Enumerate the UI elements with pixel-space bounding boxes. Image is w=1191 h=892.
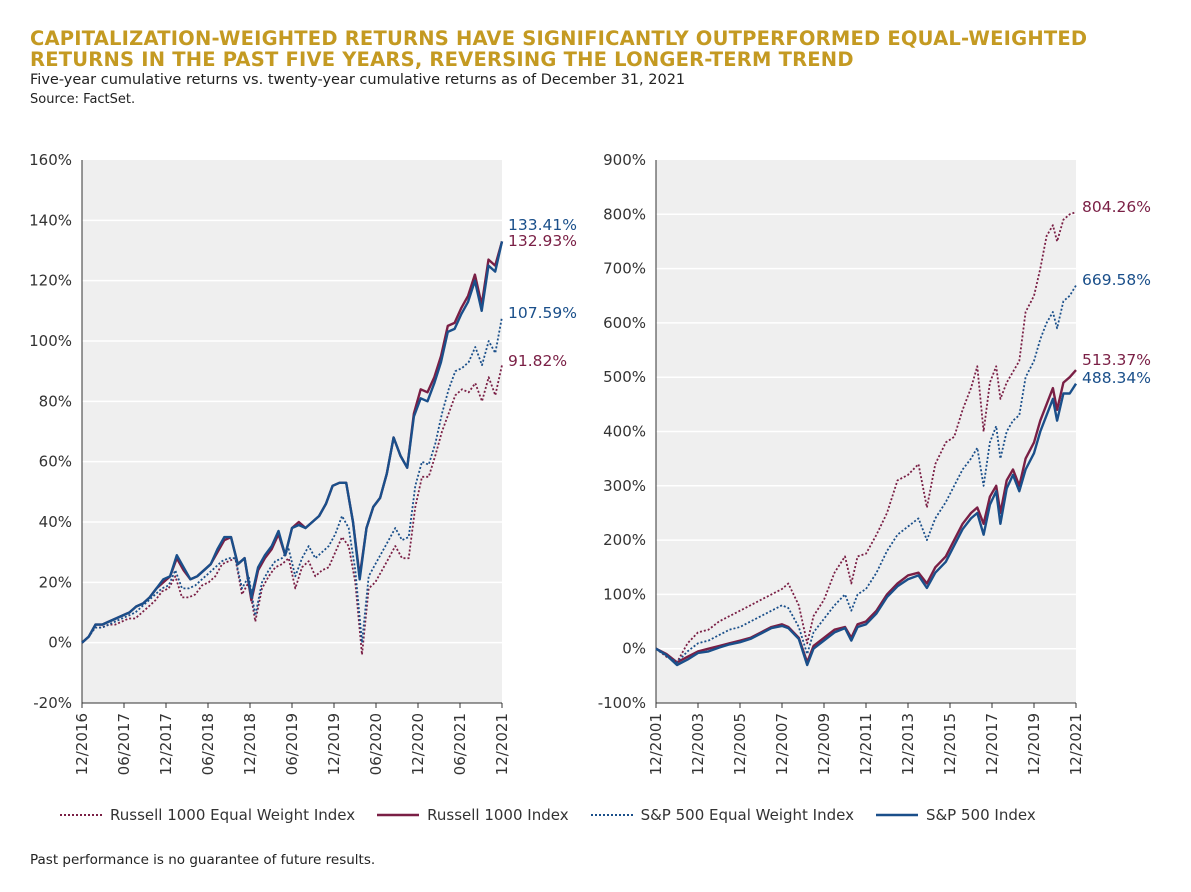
y-tick-label: 700% xyxy=(603,260,646,278)
footnote: Past performance is no guarantee of futu… xyxy=(30,852,376,868)
chart-twenty-year: -100% 0% 100% 200% 300% 400% 500% 600% 700% 800% 9… xyxy=(598,151,1151,775)
series-russell-1000-index xyxy=(655,369,1077,664)
end-value-label: 132.93% xyxy=(508,232,577,250)
y-tick-label: 100% xyxy=(603,585,646,603)
y-tick-label: 0% xyxy=(622,640,646,658)
x-tick-label: 12/2021 xyxy=(493,713,511,775)
end-value-label: 91.82% xyxy=(508,352,567,370)
x-tick-label: 12/2015 xyxy=(941,713,959,775)
y-tick-label: -20% xyxy=(33,694,72,712)
legend-item-sp500-equal: S&P 500 Equal Weight Index xyxy=(590,806,854,824)
series-s-p-500-index xyxy=(655,383,1078,667)
x-tick-label: 12/2005 xyxy=(731,713,749,775)
legend-label-russell: Russell 1000 Index xyxy=(427,806,569,824)
y-tick-label: 140% xyxy=(29,211,72,229)
series-russell-1000-equal-weight-index xyxy=(655,211,1077,664)
series-s-p-500-equal-weight-index xyxy=(655,284,1077,664)
y-tick-label: -100% xyxy=(598,694,646,712)
y-tick-label: 60% xyxy=(39,453,72,471)
x-tick-label: 12/2007 xyxy=(773,713,791,775)
y-tick-label: 160% xyxy=(29,151,72,169)
end-value-label: 488.34% xyxy=(1082,369,1151,387)
y-tick-label: 400% xyxy=(603,423,646,441)
x-tick-label: 06/2018 xyxy=(199,713,217,775)
x-tick-label: 12/2001 xyxy=(647,713,665,775)
end-value-label: 107.59% xyxy=(508,304,577,322)
series-s-p-500-index xyxy=(81,241,504,644)
y-tick-label: 20% xyxy=(39,573,72,591)
end-value-label: 804.26% xyxy=(1082,198,1151,216)
x-tick-label: 12/2018 xyxy=(241,713,259,775)
y-tick-label: 500% xyxy=(603,368,646,386)
y-tick-label: 80% xyxy=(39,392,72,410)
chart-five-year: -20% 0% 20% 40% 60% 80% 100% 120% 140% 160% 12/201… xyxy=(29,151,577,775)
x-tick-label: 12/2017 xyxy=(157,713,175,775)
y-tick-label: 600% xyxy=(603,314,646,332)
legend-label-sp500-equal: S&P 500 Equal Weight Index xyxy=(640,806,854,824)
end-value-label: 133.41% xyxy=(508,216,577,234)
x-tick-label: 12/2021 xyxy=(1067,713,1085,775)
y-tick-label: 0% xyxy=(48,634,72,652)
end-value-label: 669.58% xyxy=(1082,271,1151,289)
legend-item-sp500: S&P 500 Index xyxy=(875,806,1036,824)
x-tick-label: 12/2017 xyxy=(983,713,1001,775)
source-note: Source: FactSet. xyxy=(30,92,136,107)
x-tick-label: 06/2020 xyxy=(367,713,385,775)
legend-swatch-russell-equal xyxy=(60,814,102,816)
series-russell-1000-equal-weight-index xyxy=(81,364,503,656)
legend: Russell 1000 Equal Weight Index Russell … xyxy=(60,806,1058,824)
legend-item-russell: Russell 1000 Index xyxy=(377,806,569,824)
chart-subtitle: Five-year cumulative returns vs. twenty-… xyxy=(30,72,686,88)
legend-swatch-russell xyxy=(377,813,420,817)
x-tick-label: 12/2003 xyxy=(689,713,707,775)
x-tick-label: 12/2011 xyxy=(857,713,875,775)
y-tick-label: 100% xyxy=(29,332,72,350)
y-tick-label: 200% xyxy=(603,531,646,549)
x-tick-label: 12/2013 xyxy=(899,713,917,775)
x-tick-label: 12/2016 xyxy=(73,713,91,775)
y-tick-label: 120% xyxy=(29,272,72,290)
y-tick-label: 40% xyxy=(39,513,72,531)
end-value-label: 513.37% xyxy=(1082,351,1151,369)
plot-area-five-year xyxy=(82,160,502,703)
x-tick-label: 12/2020 xyxy=(409,713,427,775)
series-s-p-500-equal-weight-index xyxy=(81,316,503,644)
x-tick-label: 06/2021 xyxy=(451,713,469,775)
x-tick-label: 06/2019 xyxy=(283,713,301,775)
x-tick-label: 12/2019 xyxy=(1025,713,1043,775)
legend-swatch-sp500-equal xyxy=(590,814,633,816)
chart-title: CAPITALIZATION-WEIGHTED RETURNS HAVE SIG… xyxy=(30,27,1088,71)
legend-item-russell-equal: Russell 1000 Equal Weight Index xyxy=(60,806,355,824)
x-tick-label: 06/2017 xyxy=(115,713,133,775)
y-tick-label: 900% xyxy=(603,151,646,169)
y-tick-label: 800% xyxy=(603,205,646,223)
legend-swatch-sp500 xyxy=(875,813,918,817)
charts-canvas: -20% 0% 20% 40% 60% 80% 100% 120% 140% 160% 12/201… xyxy=(29,151,1151,775)
legend-label-sp500: S&P 500 Index xyxy=(925,806,1036,824)
x-tick-label: 12/2019 xyxy=(325,713,343,775)
legend-label-russell-equal: Russell 1000 Equal Weight Index xyxy=(110,806,356,824)
x-tick-label: 12/2009 xyxy=(815,713,833,775)
y-tick-label: 300% xyxy=(603,477,646,495)
